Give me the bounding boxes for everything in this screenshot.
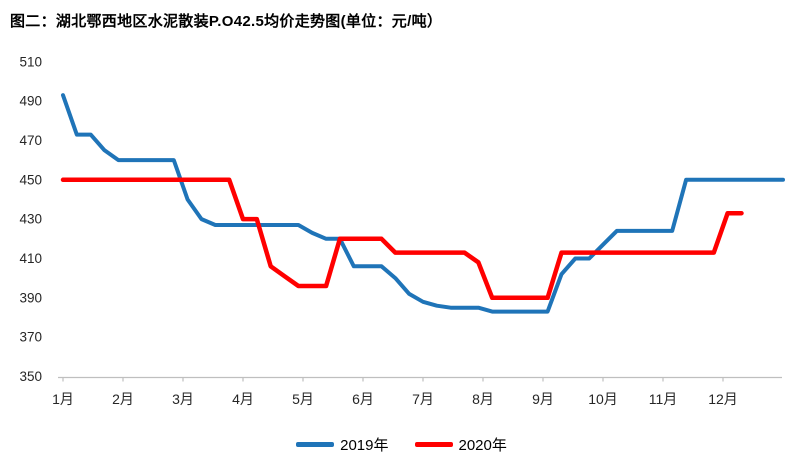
legend-item-2020: 2020年 [414,434,507,455]
legend-label-2019: 2019年 [340,437,389,454]
legend-item-2019: 2019年 [296,434,389,455]
y-axis-tick-label: 410 [19,251,42,266]
y-axis-tick-label: 450 [19,172,42,187]
y-axis-tick-label: 510 [19,54,42,69]
chart-title: 图二：湖北鄂西地区水泥散装P.O42.5均价走势图(单位：元/吨） [10,13,443,30]
x-axis-month-label: 6月 [352,391,374,407]
legend-label-2020: 2020年 [458,437,507,454]
y-axis-tick-label: 470 [19,133,42,148]
x-axis-month-label: 2月 [112,391,134,407]
legend-line-swatch-2020 [414,442,453,447]
series-line-2020年 [60,177,744,301]
x-axis-month-label: 5月 [292,391,314,407]
series-line-2019年 [61,93,785,314]
y-axis-tick-label: 390 [19,290,42,305]
legend-line-swatch-2019 [296,442,335,447]
x-axis-month-label: 9月 [532,391,554,407]
y-axis-tick-label: 370 [19,330,42,345]
x-axis-month-label: 8月 [472,391,494,407]
x-axis-month-label: 7月 [412,391,434,407]
x-axis-month-label: 10月 [588,391,618,407]
y-axis-tick-label: 490 [19,94,42,109]
x-axis-month-label: 4月 [232,391,254,407]
y-axis-tick-label: 350 [19,369,42,384]
chart-legend: 2019年 2020年 [0,434,803,455]
x-axis-month-label: 1月 [52,391,74,407]
x-axis-month-label: 3月 [172,391,194,407]
x-axis-month-label: 12月 [708,391,738,407]
y-axis-tick-label: 430 [19,212,42,227]
x-axis-month-label: 11月 [649,391,678,407]
